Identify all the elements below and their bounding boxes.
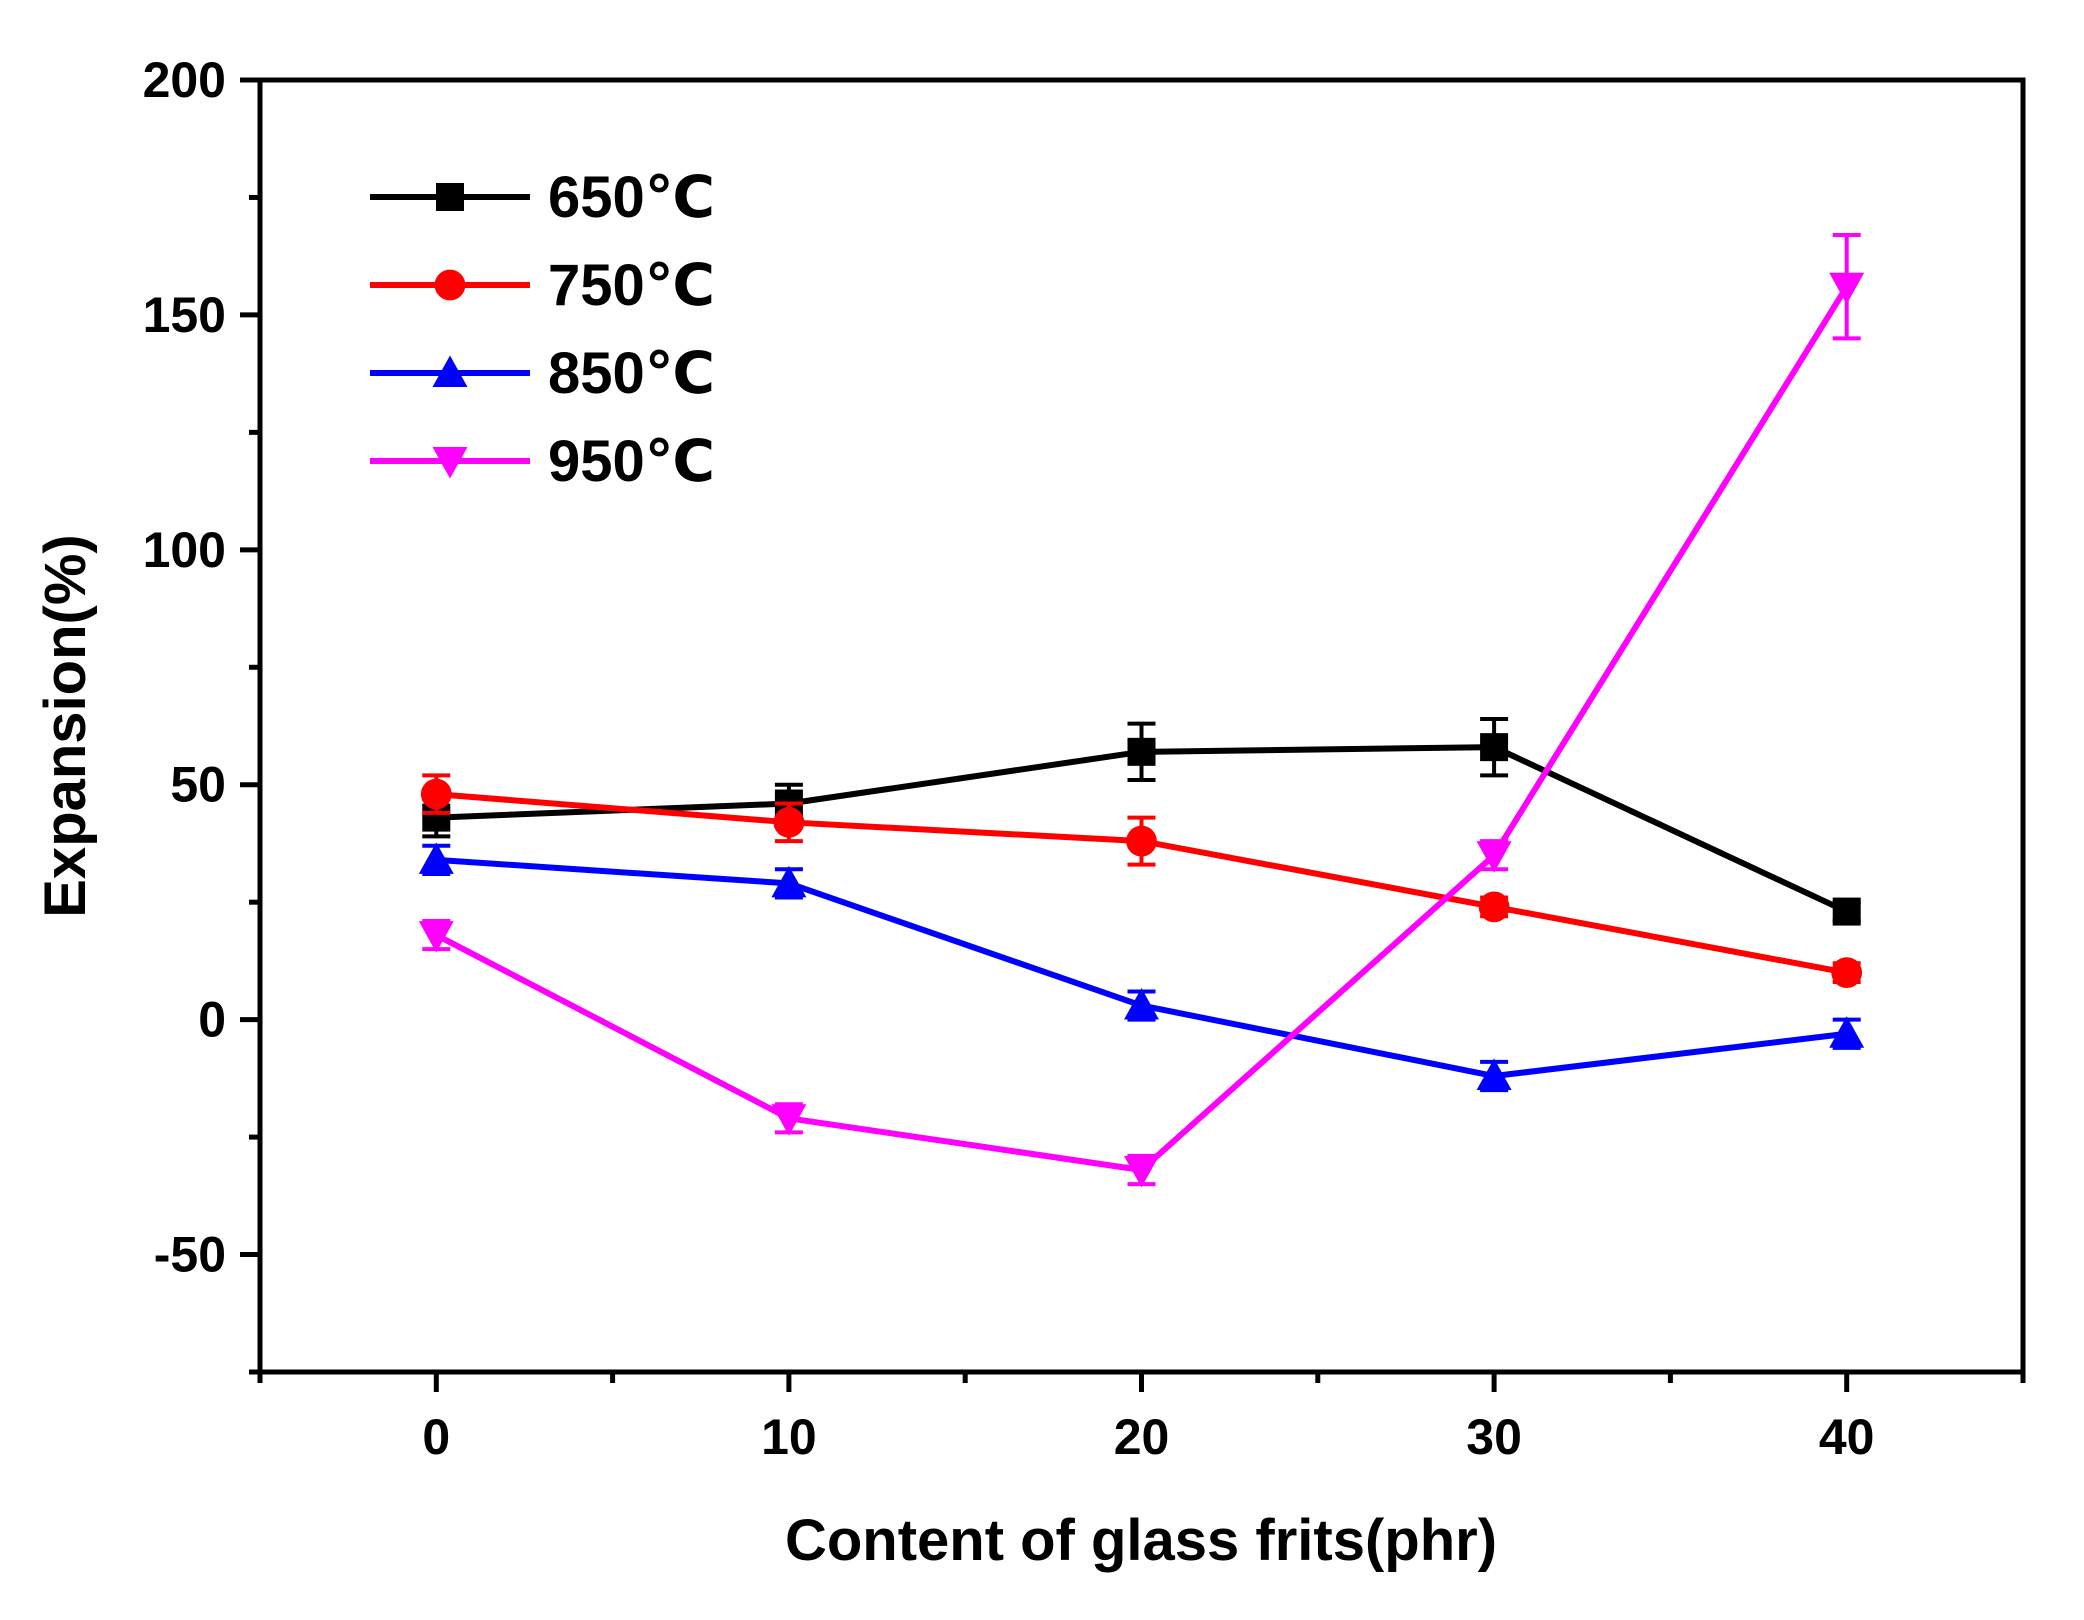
y-axis-title: Expansion(%) xyxy=(33,534,98,918)
legend-label: 950℃ xyxy=(548,429,715,494)
y-tick-label: -50 xyxy=(154,1227,226,1283)
legend-label: 850℃ xyxy=(548,341,715,406)
data-point xyxy=(771,865,807,898)
data-point xyxy=(771,1104,807,1136)
data-point xyxy=(420,778,452,810)
x-tick-label: 30 xyxy=(1466,1409,1522,1465)
legend-item: 750℃ xyxy=(370,253,715,318)
y-tick-label: 0 xyxy=(198,992,226,1048)
legend-item: 950℃ xyxy=(370,429,715,494)
data-point xyxy=(1126,825,1157,857)
data-point xyxy=(1480,733,1509,762)
data-point xyxy=(1832,897,1861,926)
y-tick-label: 50 xyxy=(170,757,226,813)
series-950℃ xyxy=(418,233,1865,1188)
x-tick-label: 10 xyxy=(761,1409,817,1465)
data-point xyxy=(1476,841,1512,873)
x-tick-label: 40 xyxy=(1819,1409,1875,1465)
ticks-layer: 0 10 20 30 40 -50 0 50 100 150 200 xyxy=(143,52,2026,1465)
data-point xyxy=(1831,957,1863,989)
y-tick-label: 150 xyxy=(143,287,226,343)
legend-label: 650℃ xyxy=(548,165,715,230)
series-750℃ xyxy=(420,773,1863,989)
data-point xyxy=(773,806,805,838)
legend-item: 850℃ xyxy=(370,341,715,406)
data-point xyxy=(1829,272,1865,305)
data-point xyxy=(1478,891,1510,923)
legend-marker xyxy=(432,447,468,479)
data-point xyxy=(1124,988,1159,1020)
x-tick-label: 20 xyxy=(1114,1409,1170,1465)
data-point xyxy=(418,842,454,874)
y-tick-label: 200 xyxy=(143,52,226,108)
legend-item: 650℃ xyxy=(370,165,715,230)
legend-marker xyxy=(432,355,468,387)
x-tick-label: 0 xyxy=(422,1409,450,1465)
legend-label: 750℃ xyxy=(548,253,715,318)
series-850℃ xyxy=(418,842,1865,1093)
series-layer xyxy=(418,233,1865,1188)
y-tick-label: 100 xyxy=(143,522,226,578)
data-point xyxy=(1127,737,1156,766)
x-axis-title: Content of glass frits(phr) xyxy=(785,1508,1497,1573)
data-point xyxy=(1476,1058,1512,1091)
data-point xyxy=(1124,1155,1159,1188)
data-point xyxy=(418,921,454,953)
legend-marker xyxy=(434,269,466,301)
legend: 650℃ 750℃ 850℃ 950℃ xyxy=(370,165,715,494)
data-point xyxy=(1829,1016,1865,1048)
legend-marker xyxy=(436,183,464,211)
